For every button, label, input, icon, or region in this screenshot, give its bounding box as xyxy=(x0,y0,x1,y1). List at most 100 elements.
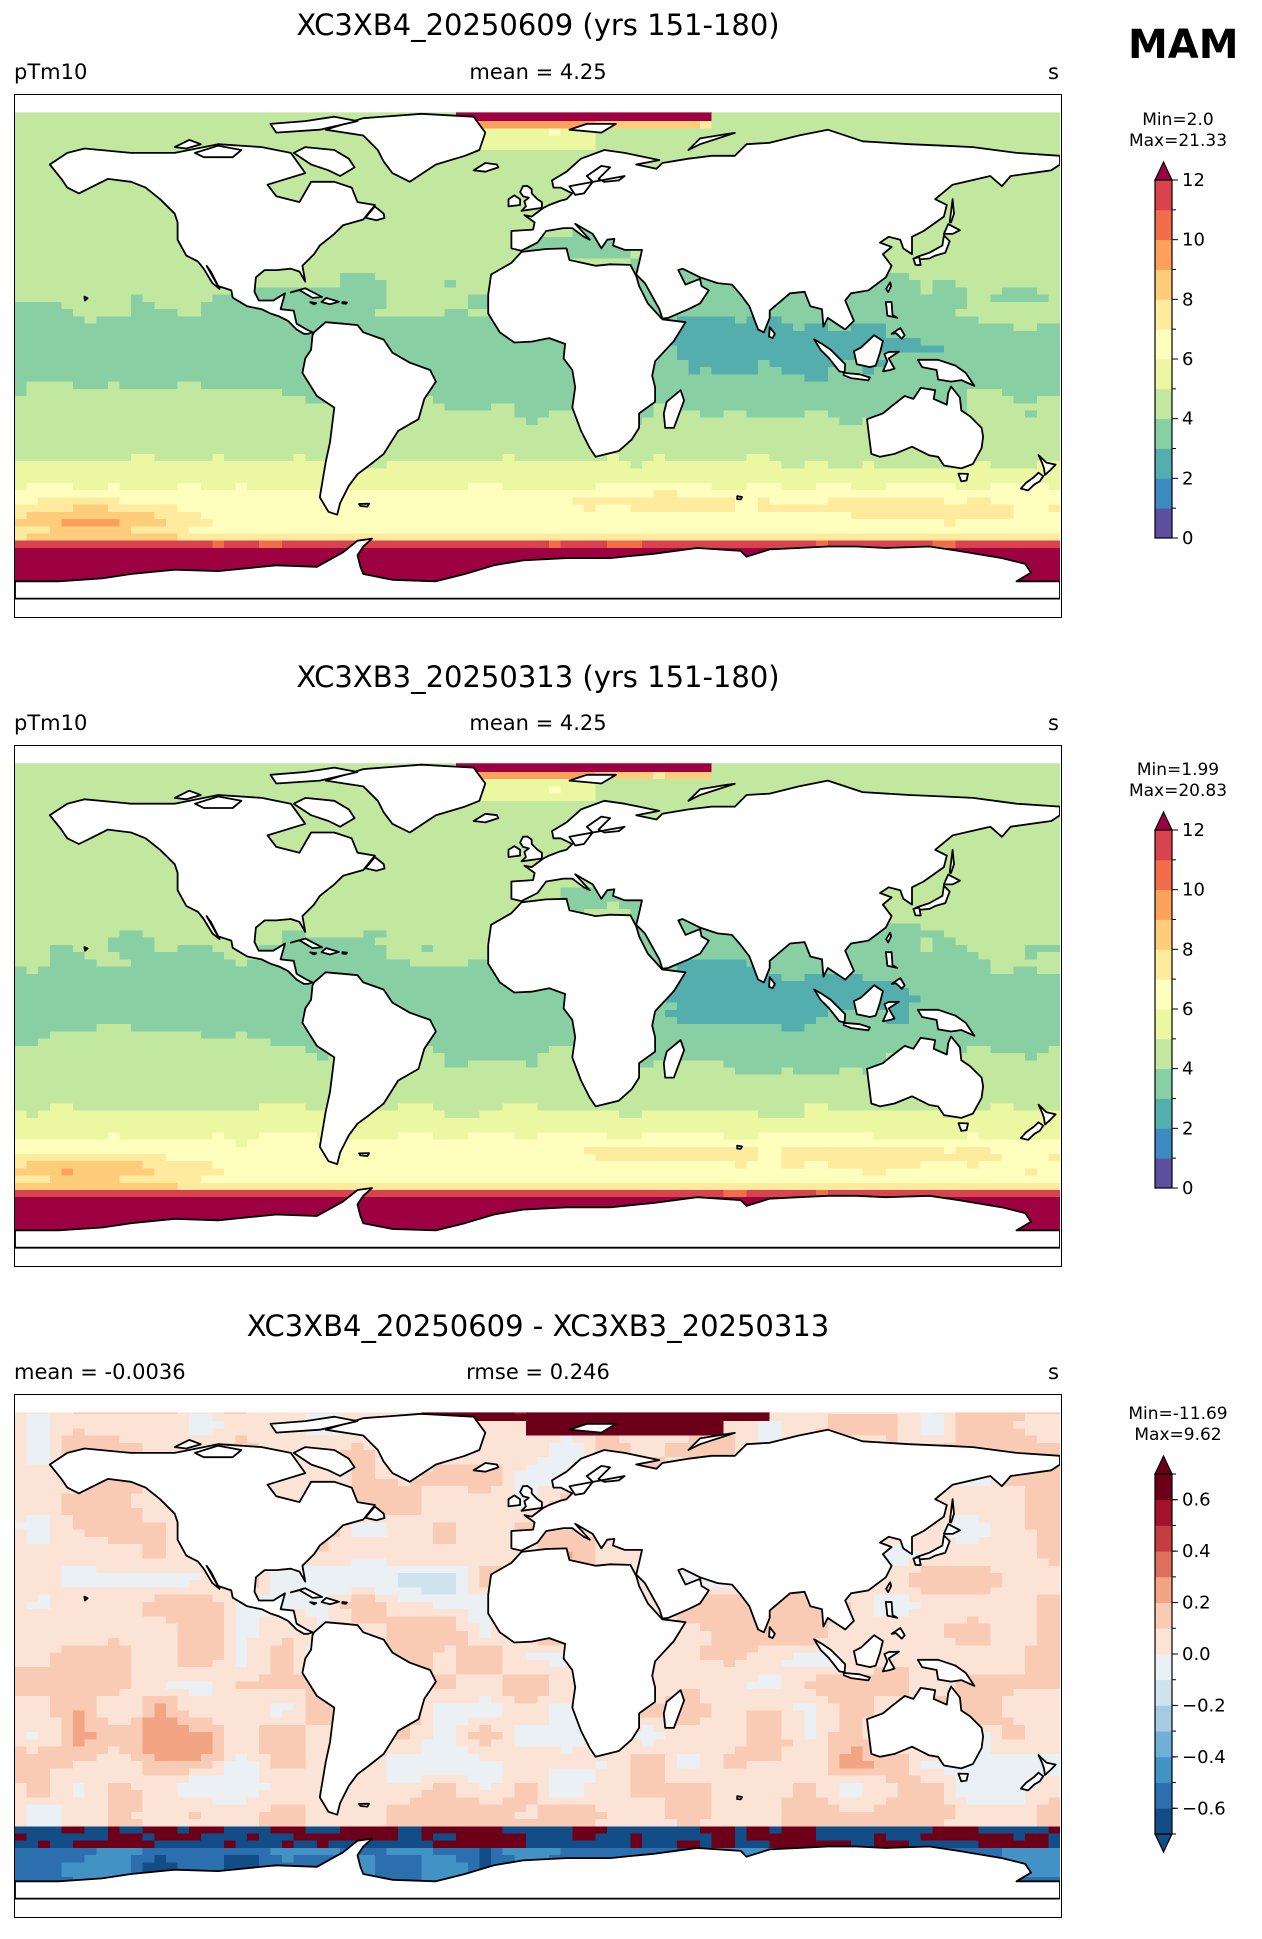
panel-1-title: XC3XB4_20250609 (yrs 151-180) xyxy=(296,8,780,42)
africa-landmass xyxy=(487,1547,687,1758)
great-britain-landmass xyxy=(519,1485,543,1512)
panel-1-minmax: Min=2.0 Max=21.33 xyxy=(1128,110,1228,151)
colorbar-tick-label: 0.4 xyxy=(1182,1541,1211,1562)
kyushu-shikoku-landmass xyxy=(912,1556,922,1567)
kyushu-shikoku-landmass xyxy=(912,256,922,267)
colorbar-tick-label: 12 xyxy=(1182,170,1205,191)
java-landmass xyxy=(842,1021,871,1032)
sakhalin-landmass xyxy=(948,198,955,224)
svalbard-landmass xyxy=(568,122,617,134)
mindanao-landmass xyxy=(890,977,906,990)
svalbard-landmass xyxy=(568,1422,617,1434)
mindanao-landmass xyxy=(890,327,906,340)
colorbar-bin xyxy=(1155,1654,1172,1681)
colorbar-bin xyxy=(1155,1782,1172,1809)
colorbar-bin xyxy=(1155,359,1172,390)
coastlines xyxy=(15,763,1060,1249)
victoria-island-landmass xyxy=(194,1444,243,1459)
colorbar-bin xyxy=(1155,1474,1172,1501)
panel-2-minmax: Min=1.99 Max=20.83 xyxy=(1128,760,1228,801)
panel-3-map xyxy=(14,1394,1062,1918)
colorbar-tick-label: 12 xyxy=(1182,820,1205,841)
antarctica-landmass xyxy=(15,1187,1060,1249)
colorbar-tick-label: 0.6 xyxy=(1182,1490,1211,1511)
new-zealand-south-landmass xyxy=(1019,1771,1045,1792)
colorbar-bin xyxy=(1155,1679,1172,1706)
panel-1-variable-label: pTm10 xyxy=(14,60,88,84)
baffin-island-landmass xyxy=(292,1446,356,1477)
colorbar-bin xyxy=(1155,1098,1172,1129)
puerto-rico-landmass xyxy=(341,951,349,955)
luzon-landmass xyxy=(884,1601,899,1619)
colorbar-bin xyxy=(1155,1038,1172,1070)
newfoundland-landmass xyxy=(364,1505,386,1522)
taiwan-landmass xyxy=(885,1581,892,1594)
jamaica-landmass xyxy=(309,1601,318,1606)
colorbar-bin xyxy=(1155,239,1172,270)
colorbar-bin xyxy=(1155,830,1172,861)
colorbar-tick-label: 8 xyxy=(1182,289,1193,310)
madagascar-landmass xyxy=(662,1689,685,1729)
colorbar-bin xyxy=(1155,1068,1172,1099)
sulawesi-landmass xyxy=(882,350,900,373)
cuba-landmass xyxy=(289,1587,324,1599)
panel-2-title: XC3XB3_20250313 (yrs 151-180) xyxy=(296,660,780,694)
great-britain-landmass xyxy=(519,835,543,863)
victoria-island-landmass xyxy=(194,144,243,159)
honshu-landmass xyxy=(915,234,951,261)
australia-landmass xyxy=(866,1035,984,1119)
colorbar-bin xyxy=(1155,1158,1172,1189)
colorbar-tick-label: 4 xyxy=(1182,409,1193,430)
colorbar-bin xyxy=(1155,1602,1172,1629)
panel-3-colorbar-svg: −0.6 −0.4 −0.2 0.0 0.2 0.4 0.6 xyxy=(1154,1454,1226,1854)
panel-2-map-plot xyxy=(15,763,1060,1249)
colorbar-extend-min xyxy=(1154,1833,1173,1854)
colorbar-bin xyxy=(1155,329,1172,360)
cuba-landmass xyxy=(289,937,324,950)
colorbar-bin xyxy=(1155,859,1172,891)
antarctica-landmass xyxy=(15,537,1060,600)
hispaniola-landmass xyxy=(320,1596,340,1606)
tasmania-landmass xyxy=(957,1772,969,1783)
south-america-landmass xyxy=(301,1621,437,1816)
panel-1-colorbar: 0 2 4 6 8 10 12 xyxy=(1154,160,1245,562)
panel-3-units-label: s xyxy=(1048,1360,1059,1384)
sakhalin-landmass xyxy=(948,1498,955,1524)
panel-3-map-plot xyxy=(15,1412,1060,1900)
panel-2-colorbar: 0 2 4 6 8 10 12 xyxy=(1154,810,1245,1212)
season-label: MAM xyxy=(1128,22,1239,68)
colorbar-extend-max xyxy=(1154,1454,1173,1475)
panel-1-colorbar-svg: 0 2 4 6 8 10 12 xyxy=(1154,160,1205,549)
great-britain-landmass xyxy=(519,185,543,212)
new-zealand-north-landmass xyxy=(1037,454,1057,476)
colorbar-bin xyxy=(1155,1009,1172,1040)
new-guinea-landmass xyxy=(916,1658,976,1687)
colorbar-tick-label: 0 xyxy=(1182,1178,1193,1199)
borneo-landmass xyxy=(853,1634,884,1669)
puerto-rico-landmass xyxy=(341,301,349,305)
madagascar-landmass xyxy=(662,1039,685,1079)
colorbar-tick-label: 0 xyxy=(1182,528,1193,549)
new-guinea-landmass xyxy=(916,1008,976,1037)
colorbar-extend-max xyxy=(1154,160,1173,181)
africa-landmass xyxy=(487,897,687,1108)
colorbar-tick-label: 10 xyxy=(1182,880,1205,901)
kerguelen-landmass xyxy=(736,1795,743,1801)
ellesmere-island-landmass xyxy=(269,1415,359,1434)
colorbar-tick-label: −0.4 xyxy=(1182,1747,1226,1768)
south-america-landmass xyxy=(301,971,437,1166)
madagascar-landmass xyxy=(662,389,685,429)
colorbar-tick-label: 6 xyxy=(1182,349,1193,370)
banks-island-landmass xyxy=(173,789,202,801)
antarctica-landmass xyxy=(15,1837,1060,1900)
greenland-landmass xyxy=(324,112,487,183)
colorbar-tick-label: 10 xyxy=(1182,230,1205,251)
colorbar-bin xyxy=(1155,1551,1172,1578)
coastlines xyxy=(15,1412,1060,1900)
java-landmass xyxy=(842,371,871,382)
colorbar-bin xyxy=(1155,979,1172,1010)
eurasia-landmass xyxy=(510,1428,1060,1634)
coastlines xyxy=(15,112,1060,600)
eurasia-landmass xyxy=(510,128,1060,334)
ireland-landmass xyxy=(507,194,522,208)
